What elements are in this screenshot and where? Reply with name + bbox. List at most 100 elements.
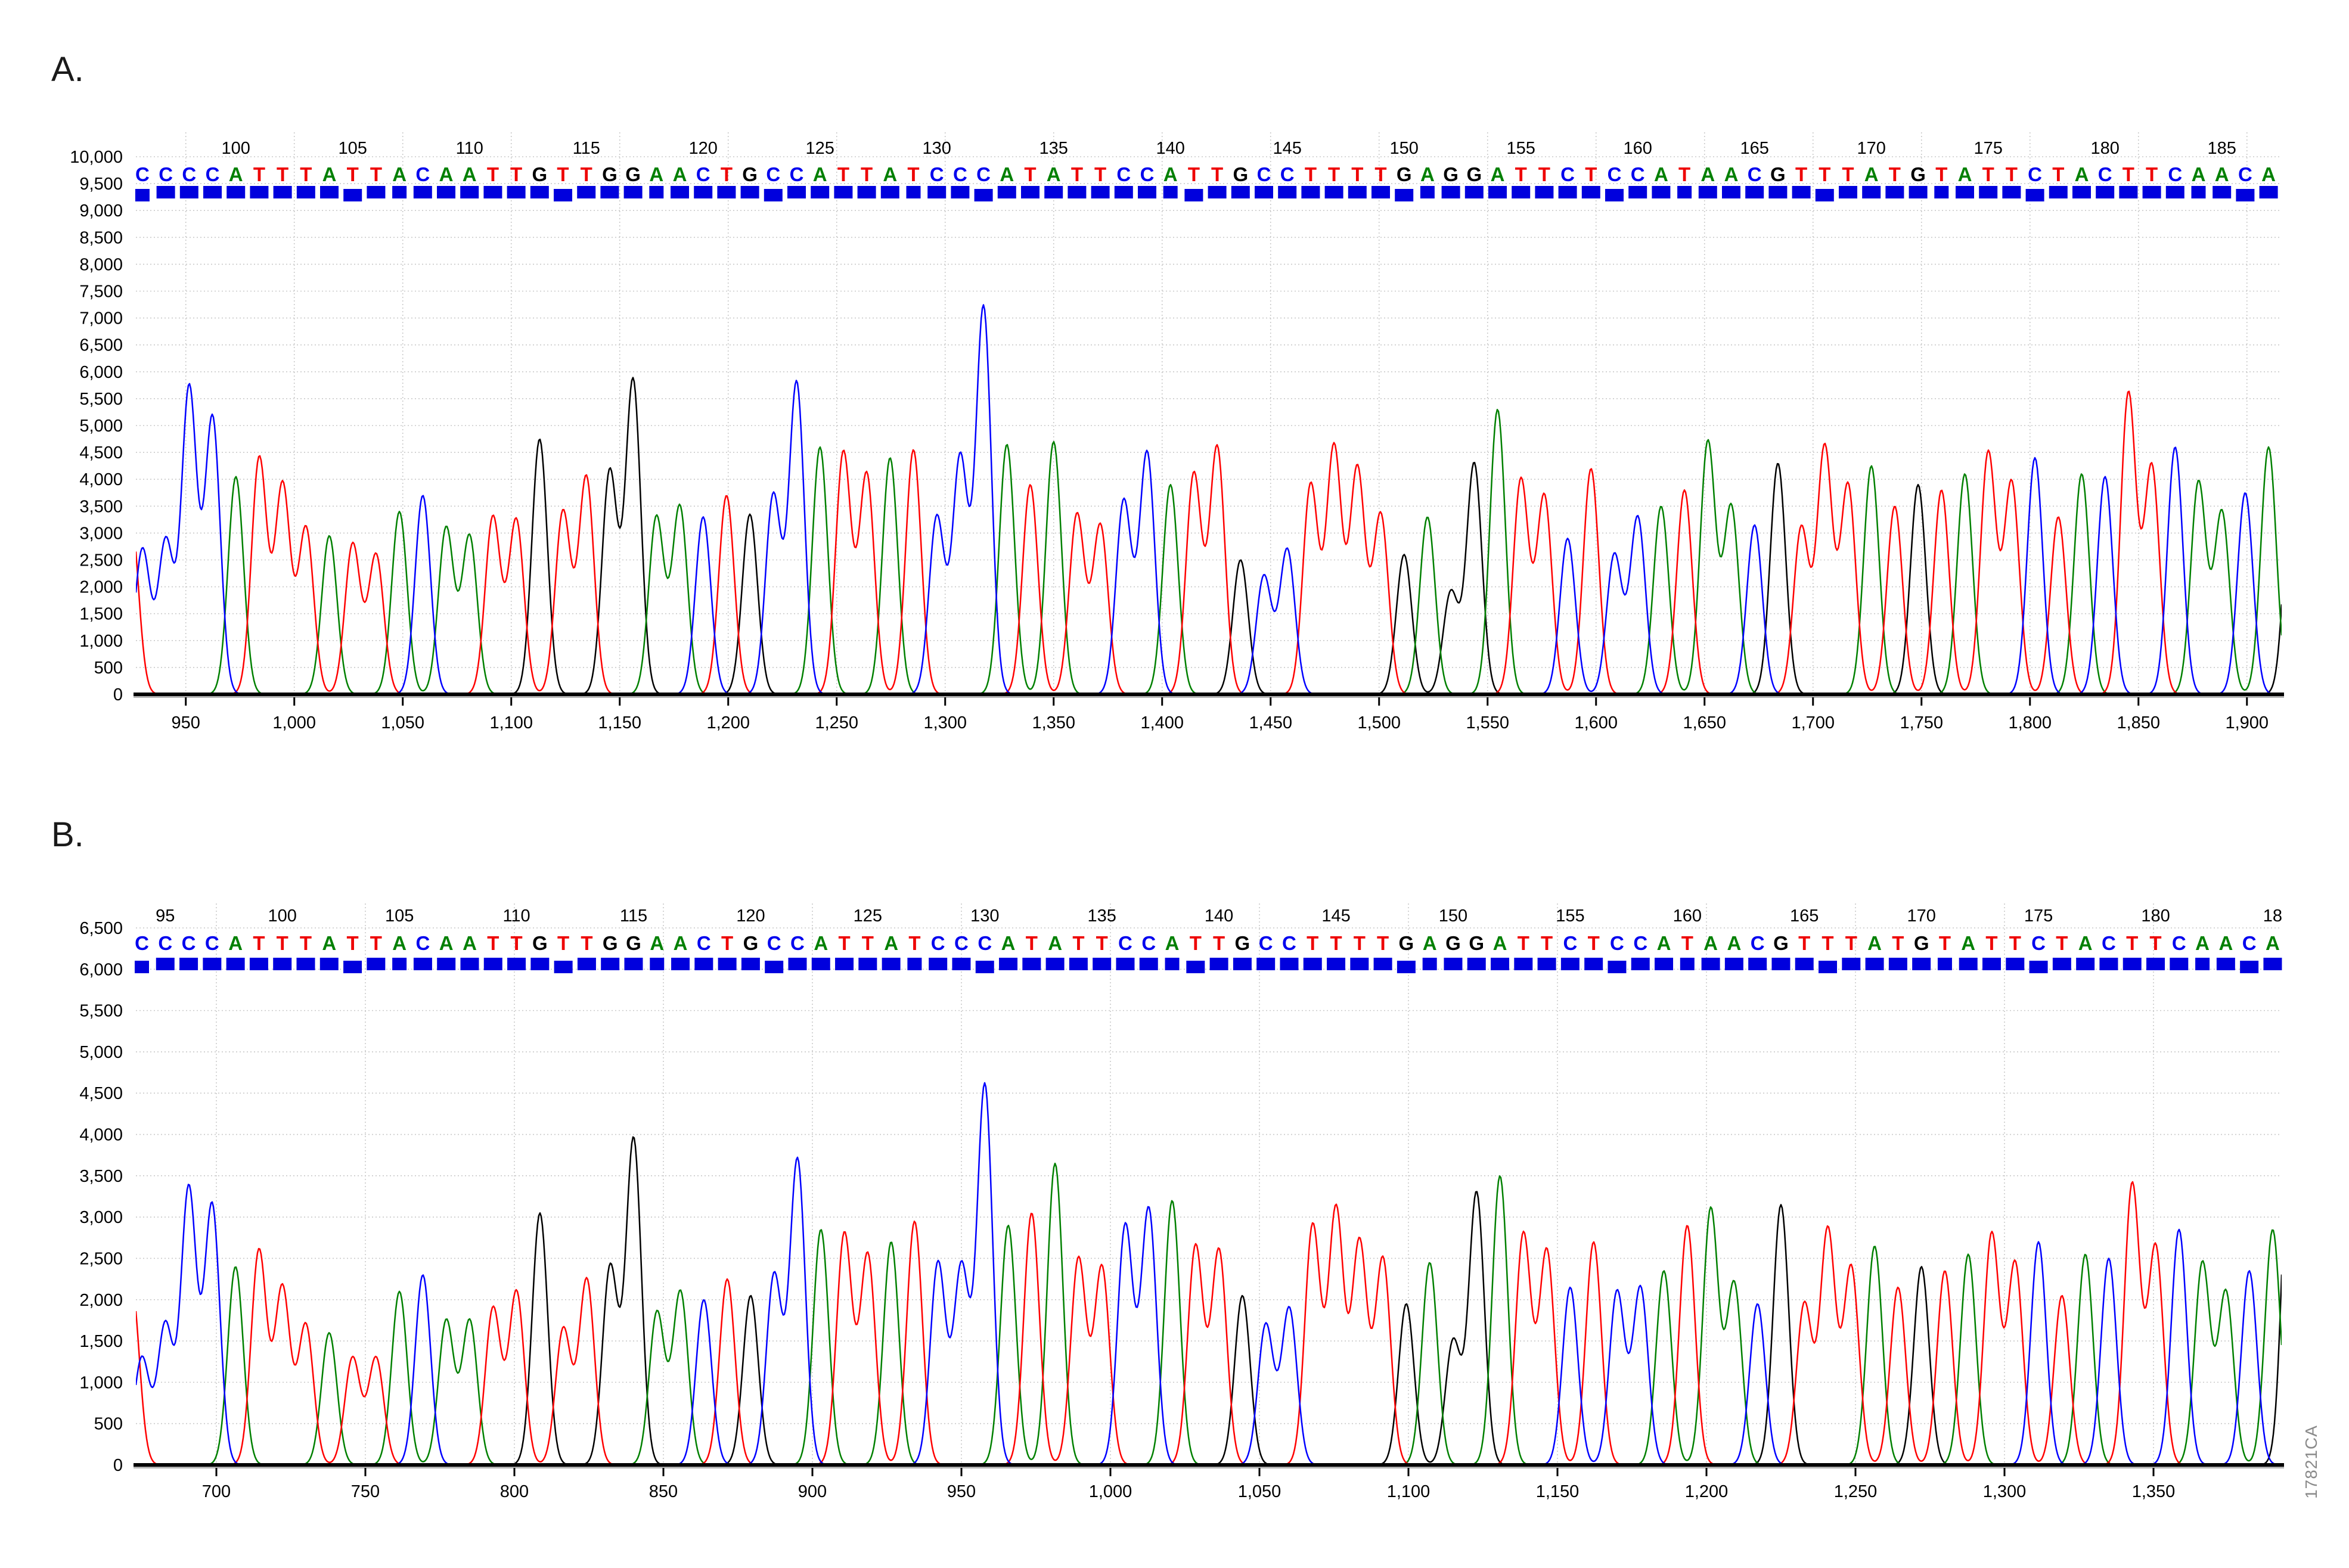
y-tick-label: 6,000 [79, 363, 123, 382]
base-letter: T [2149, 932, 2161, 954]
ruler-label: 165 [1790, 906, 1819, 926]
quality-bar [1441, 186, 1460, 198]
grid-a [136, 132, 2282, 694]
base-letter: C [766, 163, 780, 185]
x-tick-label: 950 [172, 713, 200, 732]
base-letter: A [2192, 163, 2206, 185]
base-letter: A [1047, 163, 1061, 185]
quality-bar [1139, 958, 1158, 970]
base-letter: C [415, 163, 430, 185]
base-letter: T [721, 932, 733, 954]
quality-bar [1909, 186, 1928, 198]
base-letter: A [650, 932, 664, 954]
x-tick-label: 1,150 [1536, 1482, 1580, 1501]
quality-bar [367, 186, 386, 198]
x-tick-label: 1,300 [923, 713, 967, 732]
y-tick-label: 0 [113, 685, 123, 704]
base-letter: C [1748, 163, 1762, 185]
quality-bar [2119, 186, 2138, 198]
base-letter: A [322, 932, 336, 954]
base-letter: T [1982, 163, 1994, 185]
base-letter: A [1163, 163, 1178, 185]
y-tick-label: 1,500 [79, 1332, 123, 1351]
base-letter: T [1307, 932, 1318, 954]
quality-bar [1721, 186, 1740, 198]
quality-bar [835, 958, 854, 970]
x-tick-label: 1,000 [272, 713, 316, 732]
base-letter: C [2031, 932, 2046, 954]
base-letter: A [1724, 163, 1739, 185]
base-letter: T [1190, 932, 1202, 954]
quality-bar [1937, 958, 1952, 970]
x-tick-label: 1,350 [2132, 1482, 2176, 1501]
ruler-label: 105 [339, 139, 367, 158]
quality-bar [1680, 958, 1695, 970]
y-tick-label: 500 [94, 1415, 123, 1434]
ruler-label: 18 [2263, 906, 2282, 926]
ruler-label: 170 [1857, 139, 1885, 158]
base-letter: T [1188, 163, 1200, 185]
base-letter: C [1633, 932, 1647, 954]
base-letter: C [2242, 932, 2257, 954]
quality-bar [483, 958, 502, 970]
x-tick-label: 1,200 [1685, 1482, 1729, 1501]
quality-bar [530, 186, 549, 198]
quality-bar [1558, 186, 1577, 198]
y-tick-label: 9,000 [79, 201, 123, 221]
base-letter: T [2006, 163, 2018, 185]
quality-bar [1464, 186, 1484, 198]
y-tick-label: 5,500 [79, 390, 123, 409]
base-letter: T [277, 163, 288, 185]
x-tick-label: 950 [947, 1482, 976, 1501]
x-tick-label: 1,600 [1574, 713, 1618, 732]
quality-bar [413, 958, 432, 970]
base-letter: C [205, 932, 219, 954]
base-letter: A [1165, 932, 1180, 954]
quality-bar [1488, 186, 1507, 198]
base-letter: T [1822, 932, 1833, 954]
base-letter: T [1795, 163, 1807, 185]
base-letter: C [696, 163, 710, 185]
base-letter: C [415, 932, 430, 954]
base-letter: C [159, 163, 173, 185]
quality-bar [694, 958, 713, 970]
ruler-label: 180 [2141, 906, 2170, 926]
quality-bar [203, 186, 222, 198]
base-letter: G [602, 163, 617, 185]
base-letter: T [510, 163, 522, 185]
y-tick-label: 2,000 [79, 1291, 123, 1310]
quality-bar [1301, 186, 1320, 198]
base-letter: T [1096, 932, 1108, 954]
quality-bar [1397, 961, 1416, 973]
quality-bar [1138, 186, 1157, 198]
y-tick-label: 10,000 [70, 148, 123, 167]
quality-bar [179, 958, 198, 970]
quality-bar [1724, 958, 1743, 970]
quality-bar [530, 958, 550, 970]
quality-bar [882, 958, 901, 970]
trace-c-channel [136, 304, 2282, 694]
quality-bar [907, 958, 922, 970]
base-letter: G [742, 163, 758, 185]
quality-bar [717, 186, 736, 198]
y-tick-label: 3,000 [79, 1208, 123, 1227]
quality-bar [1091, 186, 1110, 198]
y-tick-label: 6,500 [79, 336, 123, 355]
quality-bar [2236, 189, 2255, 201]
base-letter: C [953, 163, 967, 185]
quality-bar [1655, 958, 1674, 970]
quality-bar [1631, 958, 1650, 970]
quality-bar [623, 186, 643, 198]
base-letter: A [2266, 932, 2280, 954]
base-letter: A [392, 163, 407, 185]
quality-bar [2142, 186, 2161, 198]
x-axis-b: 700 750 800 850 900 950 1,000 1,050 1,100 1,150 1,… [134, 1463, 2284, 1501]
quality-bar [601, 958, 620, 970]
quality-bar [906, 186, 921, 198]
y-tick-label: 4,000 [79, 1126, 123, 1145]
ruler-label: 175 [2024, 906, 2053, 926]
quality-bar [2096, 186, 2115, 198]
base-letter: G [1914, 932, 1929, 954]
base-letter: T [862, 932, 874, 954]
